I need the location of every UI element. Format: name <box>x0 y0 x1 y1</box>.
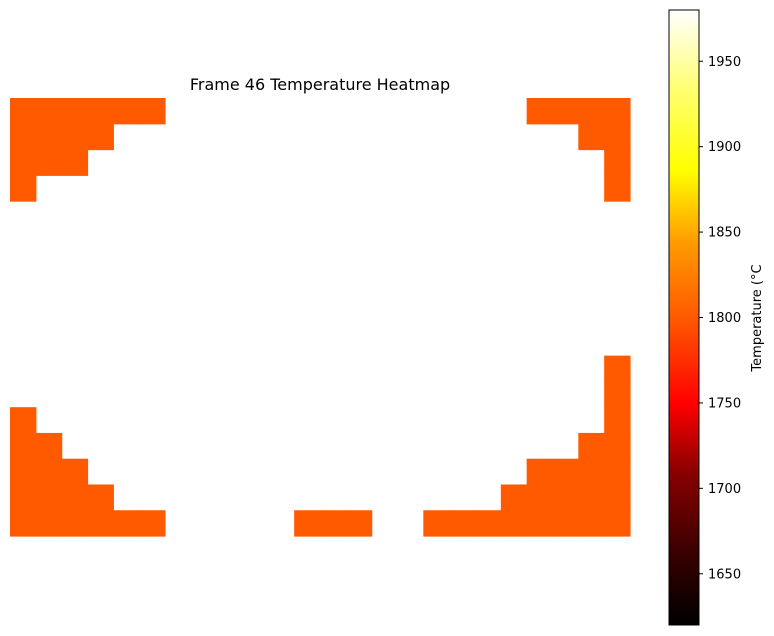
heatmap-cell <box>10 510 37 537</box>
heatmap-cell <box>113 510 140 537</box>
colorbar-tick-label: 1850 <box>708 226 741 241</box>
heatmap-cell <box>87 123 114 151</box>
heatmap-cell <box>578 484 605 511</box>
heatmap-cell <box>604 458 631 486</box>
heatmap-cells <box>10 98 631 537</box>
heatmap-cell <box>552 510 579 537</box>
heatmap-cell <box>604 484 631 511</box>
heatmap-cell <box>61 123 89 151</box>
heatmap-cell <box>526 98 554 125</box>
heatmap-cell <box>10 432 37 460</box>
heatmap-cell <box>87 98 114 125</box>
heatmap-cell <box>10 175 37 202</box>
heatmap-cell <box>61 510 89 537</box>
colorbar-tick-label: 1950 <box>708 55 741 70</box>
heatmap-cell <box>139 98 166 125</box>
heatmap-cell <box>35 149 63 176</box>
heatmap-cell <box>604 432 631 460</box>
heatmap-cell <box>10 407 37 434</box>
heatmap-cell <box>552 98 579 125</box>
heatmap-cell <box>552 458 579 486</box>
heatmap-cell <box>345 510 373 537</box>
heatmap-cell <box>526 458 554 486</box>
heatmap-cell <box>449 510 476 537</box>
heatmap-cell <box>61 149 89 176</box>
heatmap-cell <box>604 123 631 151</box>
heatmap-cell <box>10 123 37 151</box>
heatmap-cell <box>423 510 450 537</box>
heatmap-cell <box>604 381 631 408</box>
heatmap-cell <box>35 123 63 151</box>
heatmap-cell <box>578 510 605 537</box>
heatmap-cell <box>578 432 605 460</box>
heatmap-cell <box>10 149 37 176</box>
heatmap-cell <box>500 510 528 537</box>
heatmap-cell <box>35 98 63 125</box>
heatmap-cell <box>113 98 140 125</box>
heatmap-cell <box>604 175 631 202</box>
heatmap-cell <box>320 510 347 537</box>
colorbar-tick-label: 1650 <box>708 567 741 582</box>
heatmap-cell <box>10 98 37 125</box>
colorbar-tick-label: 1750 <box>708 396 741 411</box>
heatmap-cell <box>604 510 631 537</box>
heatmap-cell <box>10 484 37 511</box>
heatmap-cell <box>294 510 321 537</box>
heatmap-cell <box>604 407 631 434</box>
heatmap-cell <box>61 98 89 125</box>
heatmap-cell <box>604 355 631 383</box>
heatmap-cell <box>526 484 554 511</box>
heatmap-cell <box>35 432 63 460</box>
heatmap-cell <box>35 458 63 486</box>
colorbar-ticks: 1650 1700 1750 1800 1850 1900 1950 <box>699 55 741 582</box>
colorbar: 1650 1700 1750 1800 1850 1900 1950 Temperature… <box>668 9 765 626</box>
heatmap-cell <box>61 484 89 511</box>
chart-title: Frame 46 Temperature Heatmap <box>190 75 450 94</box>
colorbar-tick-label: 1800 <box>708 311 741 326</box>
heatmap-cell <box>552 484 579 511</box>
heatmap-cell <box>474 510 502 537</box>
heatmap-cell <box>500 484 528 511</box>
heatmap-cell <box>604 149 631 176</box>
heatmap-cell <box>87 484 114 511</box>
heatmap-cell <box>578 98 605 125</box>
heatmap-cell <box>35 510 63 537</box>
colorbar-tick-label: 1700 <box>708 482 741 497</box>
heatmap-cell <box>578 123 605 151</box>
heatmap-cell <box>61 458 89 486</box>
heatmap-cell <box>10 458 37 486</box>
colorbar-tick-label: 1900 <box>708 140 741 155</box>
heatmap-cell <box>139 510 166 537</box>
colorbar-gradient <box>668 9 700 626</box>
colorbar-label: Temperature (°C <box>750 264 765 372</box>
heatmap-cell <box>604 98 631 125</box>
heatmap-cell <box>87 510 114 537</box>
heatmap-cell <box>578 458 605 486</box>
heatmap-cell <box>526 510 554 537</box>
heatmap-cell <box>35 484 63 511</box>
